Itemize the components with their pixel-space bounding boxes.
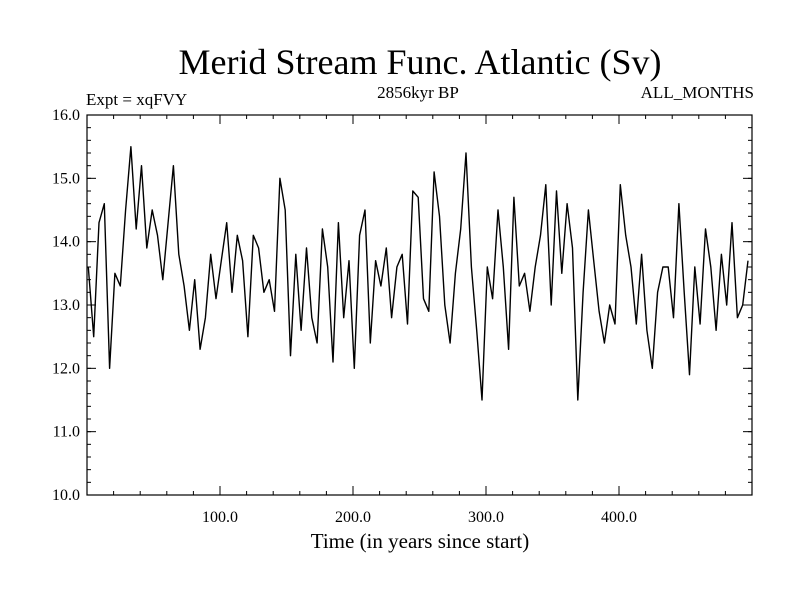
x-tick-label: 100.0 (202, 509, 238, 526)
experiment-label: Expt = xqFVY (86, 90, 187, 109)
months-label: ALL_MONTHS (641, 83, 754, 102)
y-tick-label: 13.0 (52, 297, 80, 314)
series-line-amoc (87, 145, 749, 401)
y-tick-label: 12.0 (52, 360, 80, 377)
y-tick-label: 15.0 (52, 170, 80, 187)
x-tick-label: 400.0 (601, 509, 637, 526)
x-tick-label: 300.0 (468, 509, 504, 526)
y-tick-label: 11.0 (53, 424, 80, 441)
y-tick-label: 16.0 (52, 107, 80, 124)
chart-title: Merid Stream Func. Atlantic (Sv) (179, 42, 662, 82)
x-axis-label: Time (in years since start) (311, 529, 530, 553)
y-tick-label: 14.0 (52, 234, 80, 251)
period-label: 2856kyr BP (377, 83, 459, 102)
y-axis: 10.0 11.0 12.0 13.0 14.0 15.0 16.0 (52, 107, 752, 504)
x-axis: 100.0 200.0 300.0 400.0 (113, 115, 726, 526)
x-tick-label: 200.0 (335, 509, 371, 526)
y-tick-label: 10.0 (52, 487, 80, 504)
